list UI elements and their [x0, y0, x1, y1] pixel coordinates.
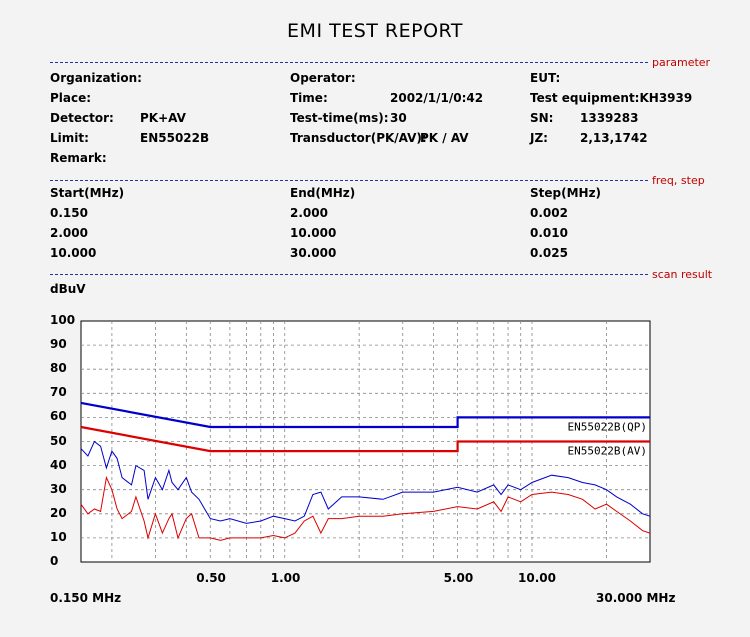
- y-tick-label: 30: [50, 481, 67, 496]
- y-tick-label: 0: [50, 554, 59, 568]
- step-header: Step(MHz): [530, 186, 602, 200]
- test-time-value: 30: [390, 111, 407, 125]
- y-tick-label: 10: [50, 529, 67, 544]
- organization-label: Organization:: [50, 71, 142, 85]
- limit-line: [80, 425, 650, 453]
- remark-label: Remark:: [50, 151, 107, 165]
- limit-line-label: EN55022B(QP): [568, 420, 647, 433]
- report-title: EMI TEST REPORT: [287, 20, 463, 42]
- y-tick-label: 100: [50, 313, 76, 327]
- parameter-separator: [50, 62, 648, 63]
- x-tick-label: 0.50: [196, 571, 226, 585]
- measurement-series-line: [80, 475, 651, 541]
- x-tick-label: 5.00: [443, 571, 474, 585]
- sn-value: 1339283: [580, 111, 639, 125]
- start-value: 10.000: [50, 246, 97, 260]
- measurement-series-line: [80, 440, 651, 524]
- jz-label: JZ:: [530, 131, 548, 145]
- y-tick-label: 80: [50, 361, 67, 376]
- test-equipment-label: Test equipment:KH3939: [530, 91, 693, 105]
- y-tick-label: 70: [50, 385, 67, 400]
- detector-label: Detector:: [50, 111, 114, 125]
- y-tick-label: 60: [50, 409, 67, 424]
- test-time-label: Test-time(ms):: [290, 111, 389, 125]
- limit-value: EN55022B: [140, 131, 210, 145]
- step-value: 0.010: [530, 226, 568, 240]
- x-tick-label: 1.00: [270, 571, 301, 585]
- operator-label: Operator:: [290, 71, 356, 85]
- y-tick-label: 20: [50, 505, 67, 520]
- y-tick-label: 40: [50, 457, 67, 472]
- x-tick-label: 10.00: [518, 571, 556, 585]
- parameter-section-label: parameter: [652, 56, 711, 69]
- end-value: 2.000: [290, 206, 328, 220]
- step-value: 0.002: [530, 206, 568, 220]
- time-value: 2002/1/1/0:42: [390, 91, 484, 105]
- scan-result-separator: [50, 274, 648, 275]
- jz-value: 2,13,1742: [580, 131, 648, 145]
- scan-result-section-label: scan result: [652, 268, 713, 281]
- place-label: Place:: [50, 91, 92, 105]
- end-value: 10.000: [290, 226, 337, 240]
- x-end-label: 30.000 MHz: [596, 591, 676, 605]
- freq-step-section-label: freq, step: [652, 174, 705, 187]
- limit-line: [80, 401, 650, 429]
- y-tick-label: 50: [50, 433, 67, 448]
- transductor-label: Transductor(PK/AV):: [290, 131, 427, 145]
- limit-line-label: EN55022B(AV): [568, 445, 647, 458]
- x-start-label: 0.150 MHz: [50, 591, 122, 605]
- start-header: Start(MHz): [50, 186, 125, 200]
- limit-label: Limit:: [50, 131, 89, 145]
- y-axis-label: dBuV: [50, 282, 86, 296]
- sn-label: SN:: [530, 111, 554, 125]
- y-tick-label: 90: [50, 337, 67, 352]
- eut-label: EUT:: [530, 71, 561, 85]
- end-header: End(MHz): [290, 186, 356, 200]
- detector-value: PK+AV: [140, 111, 186, 125]
- transductor-value: PK / AV: [420, 131, 469, 145]
- step-value: 0.025: [530, 246, 568, 260]
- start-value: 0.150: [50, 206, 88, 220]
- start-value: 2.000: [50, 226, 88, 240]
- time-label: Time:: [290, 91, 328, 105]
- end-value: 30.000: [290, 246, 337, 260]
- freq-step-separator: [50, 180, 648, 181]
